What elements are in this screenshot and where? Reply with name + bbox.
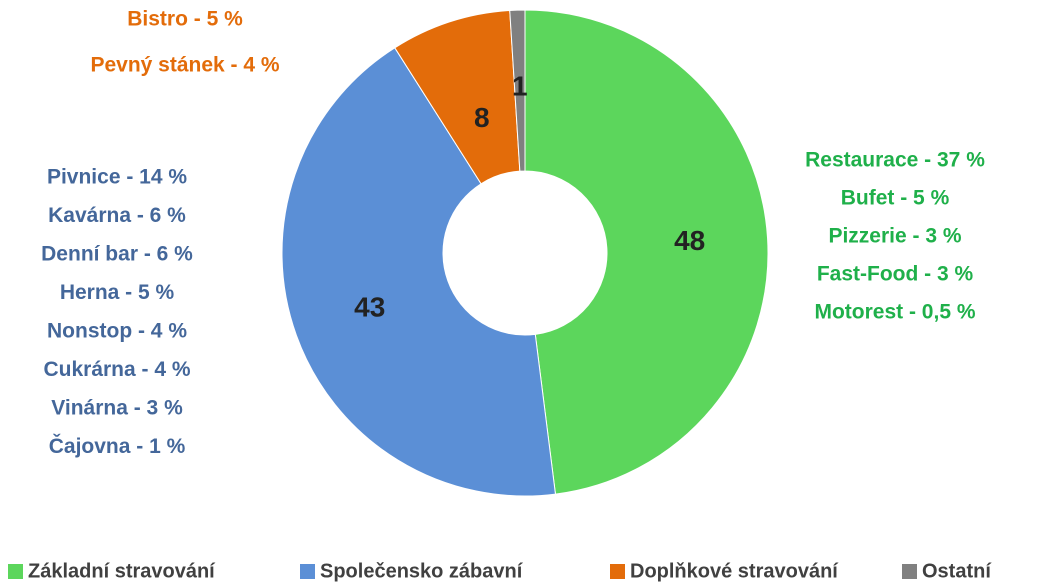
annotation: Pizzerie - 3 % [828, 225, 961, 248]
annotation: Bistro - 5 % [127, 8, 243, 31]
annotation: Pevný stánek - 4 % [90, 54, 279, 77]
legend-label: Společensko zábavní [320, 560, 524, 582]
annotation: Čajovna - 1 % [49, 434, 186, 458]
legend-label: Doplňkové stravování [630, 560, 839, 582]
legend-swatch [8, 564, 23, 579]
legend-swatch [610, 564, 625, 579]
annotation: Vinárna - 3 % [51, 397, 183, 420]
legend-swatch [300, 564, 315, 579]
annotation: Cukrárna - 4 % [43, 358, 190, 381]
annotation: Motorest - 0,5 % [814, 301, 975, 324]
legend-label: Základní stravování [28, 560, 216, 582]
data-label: 43 [354, 291, 385, 322]
annotation: Kavárna - 6 % [48, 204, 186, 227]
annotation: Restaurace - 37 % [805, 149, 985, 172]
donut-segment [524, 9, 769, 495]
legend-label: Ostatní [922, 560, 992, 582]
donut-segment [281, 47, 557, 497]
annotation: Herna - 5 % [60, 281, 175, 304]
annotation: Bufet - 5 % [841, 187, 950, 210]
data-label: 8 [474, 102, 490, 133]
data-label: 1 [512, 70, 528, 101]
data-label: 48 [674, 225, 705, 256]
annotation: Pivnice - 14 % [47, 166, 187, 189]
annotation: Nonstop - 4 % [47, 320, 187, 343]
donut-segment [509, 9, 526, 172]
annotation: Denní bar - 6 % [41, 243, 193, 266]
annotation: Fast-Food - 3 % [817, 263, 974, 286]
legend-swatch [902, 564, 917, 579]
